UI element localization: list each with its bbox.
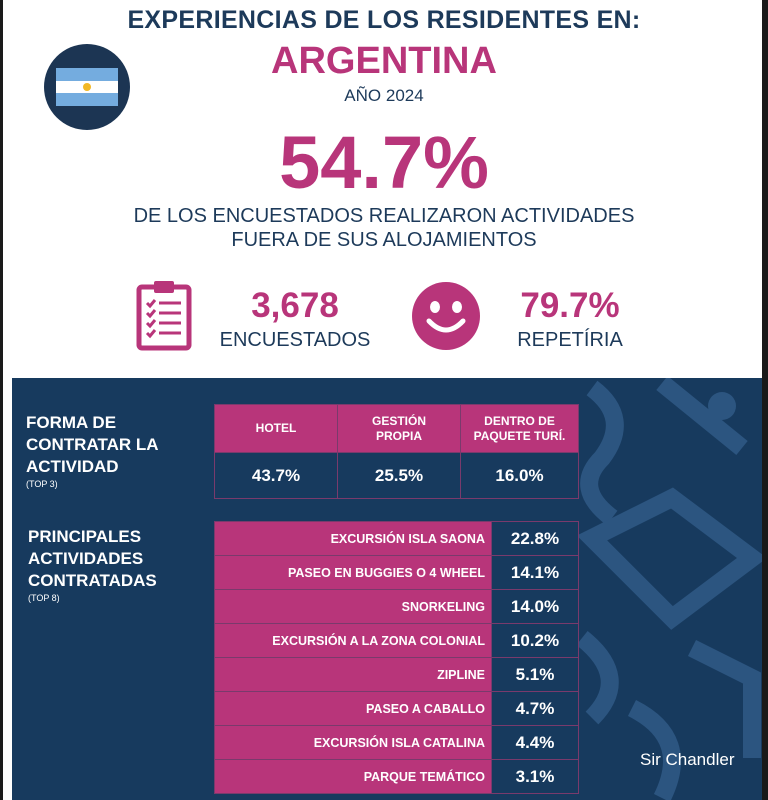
activity-value: 5.1% [491,657,579,692]
contract-subtitle: (TOP 3) [26,479,58,489]
flag-badge [44,44,130,130]
table-row: EXCURSIÓN ISLA SAONA 22.8% [214,521,579,556]
repeat-label: REPETÍRIA [517,329,623,351]
activity-name: PARQUE TEMÁTICO [214,759,492,794]
respondents-count: 3,678 [251,286,339,325]
table-row: PASEO EN BUGGIES O 4 WHEEL 14.1% [214,555,579,590]
respondents-label: ENCUESTADOS [219,329,371,351]
activity-name: EXCURSIÓN A LA ZONA COLONIAL [214,623,492,658]
activities-title-line-2: ACTIVIDADES [28,549,144,568]
activity-name: PASEO A CABALLO [214,691,492,726]
activities-title-line-1: PRINCIPALES [28,527,142,546]
activity-value: 14.0% [491,589,579,624]
activities-title: PRINCIPALES ACTIVIDADES CONTRATADAS [28,526,157,592]
decorative-pattern [576,378,762,800]
table-row: EXCURSIÓN A LA ZONA COLONIAL 10.2% [214,623,579,658]
table-row: PARQUE TEMÁTICO 3.1% [214,759,579,794]
activity-value: 14.1% [491,555,579,590]
right-border [762,0,768,800]
activity-value: 22.8% [491,521,579,556]
description-line-1: DE LOS ENCUESTADOS REALIZARON ACTIVIDADE… [133,205,635,227]
activities-table: EXCURSIÓN ISLA SAONA 22.8% PASEO EN BUGG… [214,521,579,794]
highlight-description: DE LOS ENCUESTADOS REALIZARON ACTIVIDADE… [0,204,768,252]
repeat-percentage: 79.7% [520,286,620,325]
clipboard-checklist-icon [136,281,192,351]
table-row: ZIPLINE 5.1% [214,657,579,692]
table-row: PASEO A CABALLO 4.7% [214,691,579,726]
activity-value: 4.4% [491,725,579,760]
contract-table: HOTEL GESTIÓN PROPIA DENTRO DE PAQUETE TUR… [214,404,579,499]
activities-title-line-3: CONTRATADAS [28,571,157,590]
contract-value-hotel: 43.7% [214,452,338,499]
contract-title-line-1: FORMA DE [26,413,117,432]
country-title: ARGENTINA [271,40,497,82]
activity-name: SNORKELING [214,589,492,624]
contract-header-hotel: HOTEL [214,404,338,453]
activities-subtitle: (TOP 8) [28,593,60,603]
activity-value: 3.1% [491,759,579,794]
contract-header-own-management: GESTIÓN PROPIA [337,404,461,453]
sun-of-may-icon [83,83,91,91]
activity-value: 10.2% [491,623,579,658]
highlight-percentage: 54.7% [279,121,489,204]
contract-value-own-management: 25.5% [337,452,461,499]
argentina-flag-icon [56,68,118,106]
description-line-2: FUERA DE SUS ALOJAMIENTOS [231,229,537,251]
smiley-face-icon [412,282,480,350]
left-border [0,0,3,800]
contract-title-line-2: CONTRATAR LA [26,435,159,454]
year-label: AÑO 2024 [344,86,424,105]
survey-results-panel: FORMA DE CONTRATAR LA ACTIVIDAD (TOP 3) … [12,378,762,800]
contract-title: FORMA DE CONTRATAR LA ACTIVIDAD [26,412,159,478]
contract-value-package: 16.0% [460,452,579,499]
table-row: SNORKELING 14.0% [214,589,579,624]
activity-name: ZIPLINE [214,657,492,692]
activity-name: PASEO EN BUGGIES O 4 WHEEL [214,555,492,590]
page-title: EXPERIENCIAS DE LOS RESIDENTES EN: [127,6,641,34]
contract-header-package: DENTRO DE PAQUETE TURÍ. [460,404,579,453]
watermark: Sir Chandler [640,750,735,769]
activity-name: EXCURSIÓN ISLA SAONA [214,521,492,556]
contract-title-line-3: ACTIVIDAD [26,457,119,476]
table-row: EXCURSIÓN ISLA CATALINA 4.4% [214,725,579,760]
activity-name: EXCURSIÓN ISLA CATALINA [214,725,492,760]
activity-value: 4.7% [491,691,579,726]
